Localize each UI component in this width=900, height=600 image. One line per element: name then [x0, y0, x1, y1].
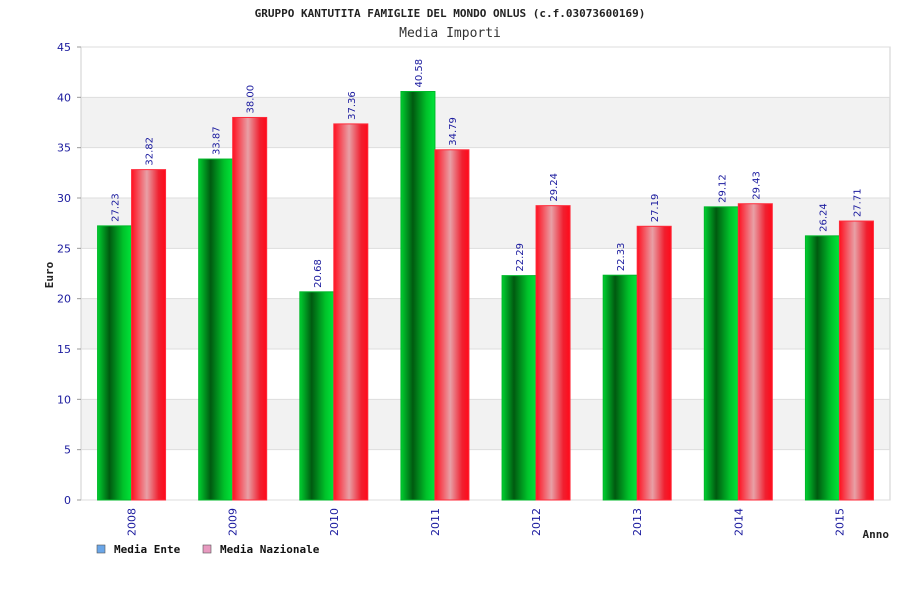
bars — [97, 90, 874, 501]
bar-media-nazionale-2015 — [838, 220, 874, 501]
bar-media-ente-2011 — [400, 90, 436, 501]
bar-media-ente-2009 — [198, 158, 234, 501]
data-label: 33.87 — [212, 126, 223, 155]
data-label: 27.23 — [111, 193, 122, 222]
bar-media-ente-2015 — [804, 235, 840, 501]
x-tick-label: 2013 — [631, 508, 644, 536]
legend-label-media-nazionale: Media Nazionale — [220, 543, 320, 556]
data-label: 40.58 — [414, 59, 425, 88]
x-axis-ticks: 2008 2009 2010 2011 2012 2013 2014 2015 — [126, 508, 847, 536]
data-label: 29.43 — [751, 171, 762, 200]
data-label: 29.12 — [717, 174, 728, 203]
data-label: 32.82 — [145, 137, 156, 166]
bar-media-nazionale-2009 — [232, 116, 268, 501]
x-axis-label: Anno — [863, 528, 890, 541]
bar-media-ente-2013 — [602, 274, 638, 501]
legend: Media Ente Media Nazionale — [96, 543, 320, 556]
x-tick-label: 2015 — [833, 508, 846, 536]
data-label: 27.71 — [852, 188, 863, 217]
data-label: 38.00 — [246, 85, 257, 114]
bar-media-ente-2008 — [97, 225, 133, 501]
legend-label-media-ente: Media Ente — [114, 543, 181, 556]
x-tick-label: 2014 — [732, 508, 745, 536]
legend-swatch-media-ente — [96, 544, 106, 554]
bar-media-nazionale-2012 — [535, 205, 571, 501]
bar-media-nazionale-2013 — [636, 225, 672, 501]
bar-media-ente-2010 — [299, 291, 335, 501]
y-tick-label: 35 — [57, 142, 71, 155]
y-tick-label: 0 — [64, 494, 71, 507]
y-tick-label: 45 — [57, 41, 71, 54]
data-label: 22.29 — [515, 243, 526, 272]
y-tick-label: 25 — [57, 242, 71, 255]
data-label: 34.79 — [448, 117, 459, 146]
x-tick-label: 2009 — [227, 508, 240, 536]
y-tick-label: 15 — [57, 343, 71, 356]
data-label: 22.33 — [616, 243, 627, 272]
data-label: 27.19 — [650, 194, 661, 223]
value-labels: 27.23 32.82 33.87 38.00 20.68 37.36 40.58 34.79… — [111, 59, 864, 288]
y-axis-ticks: 0 5 10 15 20 25 30 35 40 45 — [57, 41, 81, 507]
y-tick-label: 20 — [57, 293, 71, 306]
y-tick-label: 30 — [57, 192, 71, 205]
y-axis-label: Euro — [43, 261, 56, 288]
data-label: 37.36 — [347, 91, 358, 120]
data-label: 20.68 — [313, 259, 324, 288]
x-tick-label: 2008 — [126, 508, 139, 536]
x-tick-label: 2012 — [530, 508, 543, 536]
bar-media-nazionale-2014 — [737, 203, 773, 501]
data-label: 26.24 — [818, 203, 829, 232]
legend-swatch-media-nazionale — [202, 544, 212, 554]
bar-media-nazionale-2008 — [131, 169, 167, 501]
x-tick-label: 2011 — [429, 508, 442, 536]
bar-media-nazionale-2011 — [434, 149, 470, 501]
chart-title: GRUPPO KANTUTITA FAMIGLIE DEL MONDO ONLU… — [255, 7, 646, 20]
bar-media-ente-2014 — [703, 206, 739, 501]
y-tick-label: 40 — [57, 91, 71, 104]
bar-media-ente-2012 — [501, 275, 537, 501]
grid-band — [81, 97, 890, 148]
x-tick-label: 2010 — [328, 508, 341, 536]
chart-subtitle: Media Importi — [399, 26, 501, 41]
data-label: 29.24 — [549, 173, 560, 202]
y-tick-label: 5 — [64, 444, 71, 457]
y-tick-label: 10 — [57, 393, 71, 406]
bar-media-nazionale-2010 — [333, 123, 369, 501]
